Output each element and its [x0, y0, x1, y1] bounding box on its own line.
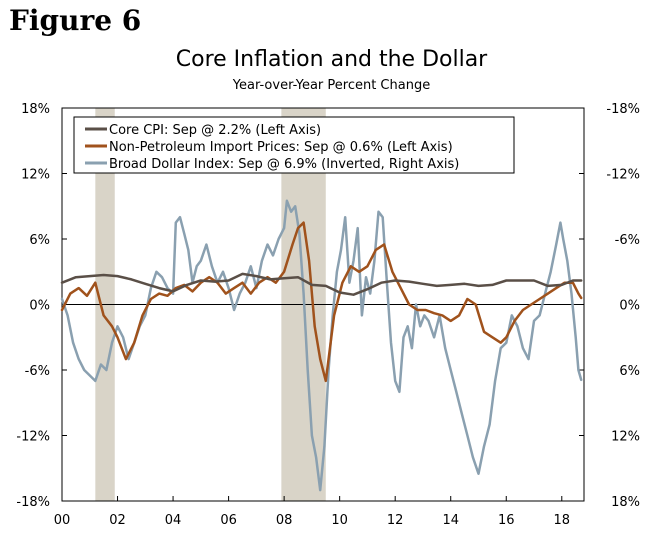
left-tick-label: -6% — [25, 364, 50, 379]
x-tick-label: 02 — [109, 513, 126, 528]
right-tick-label: 6% — [619, 364, 640, 379]
right-tick-label: -12% — [606, 168, 640, 183]
import-prices-line — [60, 221, 583, 383]
legend: Core CPI: Sep @ 2.2% (Left Axis) Non-Petr… — [73, 116, 515, 174]
left-tick-label: 18% — [21, 102, 50, 117]
right-tick-label: 0% — [619, 299, 640, 314]
x-tick-label: 00 — [54, 513, 71, 528]
right-tick-label: 12% — [611, 430, 640, 445]
series-lines — [60, 199, 583, 492]
legend-box — [73, 116, 515, 174]
right-tick-label: -6% — [615, 233, 640, 248]
x-tick-label: 16 — [498, 513, 515, 528]
legend-label-core-cpi: Core CPI: Sep @ 2.2% (Left Axis) — [109, 123, 321, 138]
chart-title: Core Inflation and the Dollar — [175, 47, 488, 72]
core-cpi-line — [60, 272, 583, 296]
legend-label-dollar-index: Broad Dollar Index: Sep @ 6.9% (Inverted… — [109, 157, 459, 172]
x-tick-label: 08 — [276, 513, 293, 528]
legend-label-import-prices: Non-Petroleum Import Prices: Sep @ 0.6% … — [109, 140, 453, 155]
x-tick-label: 10 — [331, 513, 348, 528]
x-tick-label: 04 — [165, 513, 182, 528]
axes: 18% 12% 6% 0% -6% -12% -18% -18% -12% -6% 0% 6% 12% 1… — [16, 102, 640, 528]
left-tick-label: -18% — [16, 495, 50, 510]
figure-label: Figure 6 — [9, 4, 142, 37]
left-tick-label: -12% — [16, 430, 50, 445]
left-tick-label: 6% — [29, 233, 50, 248]
right-tick-label: 18% — [611, 495, 640, 510]
left-tick-label: 12% — [21, 168, 50, 183]
chart-subtitle: Year-over-Year Percent Change — [232, 78, 431, 93]
left-tick-label: 0% — [29, 299, 50, 314]
x-tick-label: 06 — [220, 513, 237, 528]
x-tick-label: 14 — [442, 513, 459, 528]
x-tick-label: 12 — [387, 513, 404, 528]
x-tick-label: 18 — [554, 513, 571, 528]
right-tick-label: -18% — [606, 102, 640, 117]
